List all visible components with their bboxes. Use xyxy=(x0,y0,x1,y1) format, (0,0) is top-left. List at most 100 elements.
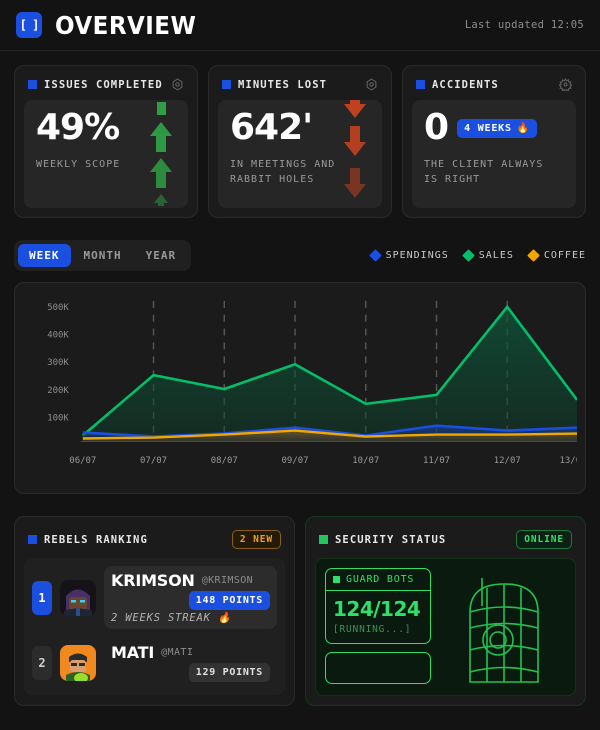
area-chart[interactable]: 500K 400K 300K 200K 100K xyxy=(23,293,577,487)
legend-swatch-icon xyxy=(368,249,382,262)
brackets-icon[interactable]: [ ] xyxy=(16,12,42,38)
streak-label: 2 WEEKS STREAK 🔥 xyxy=(111,611,270,624)
list-item[interactable]: 2 MATI @MATI xyxy=(32,638,277,687)
series-line-coffee xyxy=(82,429,577,440)
gear-icon[interactable] xyxy=(171,78,184,91)
legend-item-spendings[interactable]: SPENDINGS xyxy=(368,249,449,262)
status-square-icon xyxy=(222,80,231,89)
arrow-up-icon xyxy=(150,102,172,206)
panel-security-status[interactable]: SECURITY STATUS ONLINE GUARD BOTS 124/12… xyxy=(305,516,586,706)
svg-text:10/07: 10/07 xyxy=(352,456,379,466)
rebel-handle: @MATI xyxy=(161,647,194,658)
stat-title: ISSUES COMPLETED xyxy=(44,78,163,91)
chart-controls: WEEK MONTH YEAR SPENDINGS SALES COFFEE xyxy=(14,240,586,271)
list-item[interactable]: 1 KRIMSON @K xyxy=(32,566,277,629)
security-box-body: 124/124 [RUNNING...] xyxy=(326,591,430,643)
trend-arrows-up xyxy=(148,100,174,208)
stat-value: 49% xyxy=(36,107,120,148)
stat-cards-row: ISSUES COMPLETED 49% WEEKLY SCOPE xyxy=(0,51,600,218)
svg-text:500K: 500K xyxy=(47,303,69,313)
stat-caption: IN MEETINGS AND RABBIT HOLES xyxy=(230,159,336,185)
avatar[interactable] xyxy=(60,579,96,616)
points-badge: 148 POINTS xyxy=(188,591,270,610)
chart-section: WEEK MONTH YEAR SPENDINGS SALES COFFEE xyxy=(0,218,600,494)
legend-swatch-icon xyxy=(527,249,540,262)
rank-number: 1 xyxy=(32,580,52,615)
page-title: OVERVIEW xyxy=(55,10,197,40)
security-boxes-column: GUARD BOTS 124/124 [RUNNING...] xyxy=(325,568,431,686)
status-square-icon xyxy=(333,576,340,583)
stat-card-header: ACCIDENTS xyxy=(412,75,576,100)
stat-card-minutes-lost[interactable]: MINUTES LOST 642' IN MEETINGS AND RABBIT… xyxy=(208,65,392,218)
stat-card-issues-completed[interactable]: ISSUES COMPLETED 49% WEEKLY SCOPE xyxy=(14,65,198,218)
security-box-title: GUARD BOTS xyxy=(346,574,415,585)
fire-icon: 🔥 xyxy=(516,122,531,134)
svg-text:07/07: 07/07 xyxy=(140,456,167,466)
range-segmented-control[interactable]: WEEK MONTH YEAR xyxy=(14,240,192,271)
chart-legend: SPENDINGS SALES COFFEE xyxy=(368,249,586,262)
panel-rebels-ranking[interactable]: REBELS RANKING 2 NEW 1 xyxy=(14,516,295,706)
stat-value: 642' xyxy=(230,107,313,148)
svg-text:09/07: 09/07 xyxy=(282,456,309,466)
avatar-krimson-icon xyxy=(60,579,96,616)
legend-item-coffee[interactable]: COFFEE xyxy=(527,249,586,262)
svg-text:400K: 400K xyxy=(47,331,69,341)
stat-card-accidents[interactable]: ACCIDENTS 0 4 WEEKS 🔥 THE CLIENT ALWA xyxy=(402,65,586,218)
legend-label: SPENDINGS xyxy=(385,250,449,261)
last-updated-label: Last updated 12:05 xyxy=(464,19,584,31)
tab-year[interactable]: YEAR xyxy=(145,249,177,262)
security-box-guard-bots[interactable]: GUARD BOTS 124/124 [RUNNING...] xyxy=(325,568,431,644)
stat-value: 0 xyxy=(424,107,449,148)
ranking-entry-details: MATI @MATI 129 POINTS xyxy=(104,638,277,687)
arrow-down-icon xyxy=(344,100,366,198)
stat-card-body: 642' IN MEETINGS AND RABBIT HOLES xyxy=(218,100,382,208)
stat-card-header: MINUTES LOST xyxy=(218,75,382,100)
streak-text: 2 WEEKS STREAK xyxy=(111,612,211,624)
status-square-icon xyxy=(416,80,425,89)
series-line-sales xyxy=(81,304,577,437)
svg-text:100K: 100K xyxy=(47,414,69,424)
panel-header: REBELS RANKING 2 NEW xyxy=(24,526,285,558)
badge-label: 4 WEEKS xyxy=(464,122,512,134)
rebel-handle: @KRIMSON xyxy=(201,575,254,586)
gear-icon[interactable] xyxy=(559,78,572,91)
legend-swatch-icon xyxy=(461,249,475,262)
svg-text:11/07: 11/07 xyxy=(423,456,450,466)
status-square-icon xyxy=(28,535,37,544)
svg-text:200K: 200K xyxy=(47,386,69,396)
security-box-secondary[interactable] xyxy=(325,652,431,684)
security-box-header: GUARD BOTS xyxy=(326,569,430,591)
guard-bots-state: [RUNNING...] xyxy=(333,624,412,635)
svg-text:300K: 300K xyxy=(47,358,69,368)
rebel-name: MATI xyxy=(111,643,155,662)
panel-title: REBELS RANKING xyxy=(44,533,148,546)
stat-value-row: 0 4 WEEKS 🔥 xyxy=(424,110,564,146)
stat-title: MINUTES LOST xyxy=(238,78,328,91)
tab-week[interactable]: WEEK xyxy=(18,244,71,267)
robot-wireframe-icon xyxy=(468,578,539,683)
avatar[interactable] xyxy=(60,644,96,681)
app-header: [ ] OVERVIEW Last updated 12:05 xyxy=(0,0,600,51)
legend-label: SALES xyxy=(478,250,514,261)
svg-text:13/07: 13/07 xyxy=(560,456,577,466)
series-area-sales xyxy=(82,306,577,442)
gear-icon[interactable] xyxy=(365,78,378,91)
avatar-mati-icon xyxy=(60,644,96,681)
points-badge: 129 POINTS xyxy=(188,663,270,682)
stat-card-body: 0 4 WEEKS 🔥 THE CLIENT ALWAYS IS RIGHT xyxy=(412,100,576,208)
svg-text:08/07: 08/07 xyxy=(211,456,238,466)
svg-text:06/07: 06/07 xyxy=(69,456,96,466)
x-axis-ticks: 06/07 07/07 08/07 09/07 10/07 11/07 12/0… xyxy=(69,456,577,466)
security-grid: GUARD BOTS 124/124 [RUNNING...] xyxy=(325,568,566,686)
legend-item-sales[interactable]: SALES xyxy=(461,249,514,262)
status-square-icon xyxy=(319,535,328,544)
security-body: GUARD BOTS 124/124 [RUNNING...] xyxy=(315,558,576,696)
rebel-name: KRIMSON xyxy=(111,571,195,590)
tab-month[interactable]: MONTH xyxy=(83,249,122,262)
series-area-coffee xyxy=(82,430,577,442)
ranking-list: 1 KRIMSON @K xyxy=(24,558,285,695)
chart-card[interactable]: 500K 400K 300K 200K 100K xyxy=(14,282,586,494)
stat-caption: WEEKLY SCOPE xyxy=(36,159,121,170)
logo-glyph: [ ] xyxy=(19,18,40,32)
